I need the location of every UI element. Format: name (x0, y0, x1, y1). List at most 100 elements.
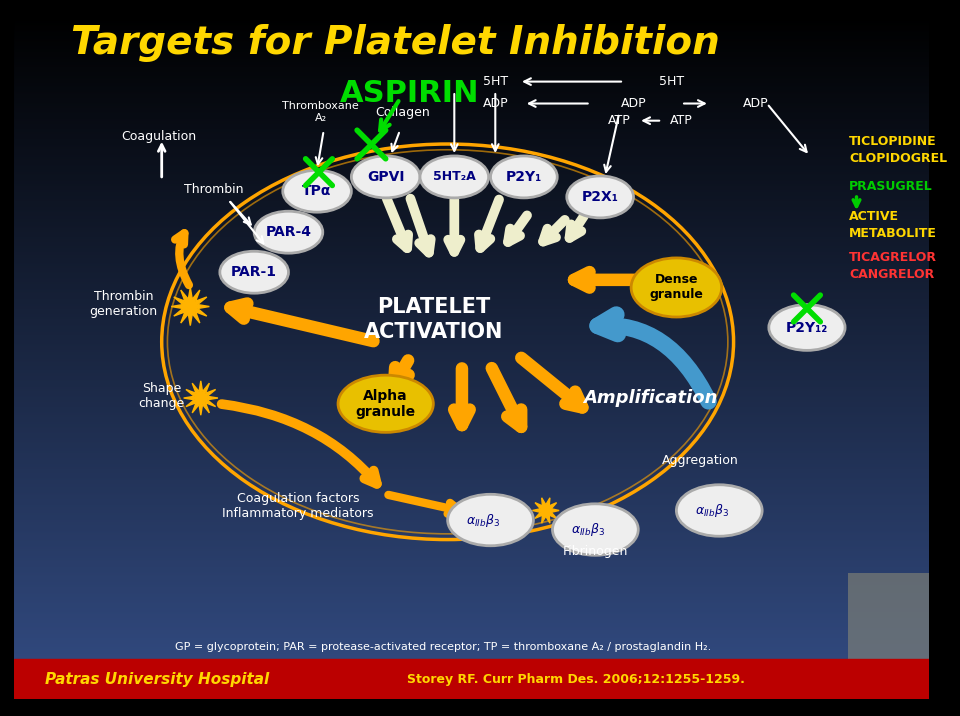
Bar (14, 289, 929, 290)
Bar (14, 585, 929, 586)
Bar (14, 111, 929, 112)
Bar (14, 274, 929, 275)
Bar (14, 100, 929, 101)
Bar (14, 200, 929, 202)
Bar (14, 573, 929, 574)
Bar (14, 568, 929, 569)
Bar (14, 241, 929, 242)
Bar (14, 319, 929, 320)
Bar (14, 294, 929, 295)
Bar (14, 75, 929, 76)
Bar (14, 329, 929, 330)
Bar (14, 567, 929, 568)
Bar (14, 258, 929, 259)
Bar (14, 203, 929, 205)
Bar (14, 276, 929, 277)
Bar (14, 516, 929, 517)
Bar (14, 219, 929, 220)
Bar (14, 399, 929, 400)
Bar (14, 18, 929, 19)
Bar (14, 621, 929, 622)
Bar (14, 553, 929, 554)
Bar (14, 82, 929, 84)
Bar (14, 357, 929, 358)
Bar (14, 261, 929, 262)
Bar (14, 315, 929, 316)
Bar (14, 300, 929, 301)
Bar (14, 456, 929, 457)
Bar (14, 543, 929, 544)
Text: Amplification: Amplification (584, 389, 718, 407)
Bar (14, 548, 929, 550)
Bar (14, 268, 929, 269)
Bar (14, 583, 929, 584)
Bar (14, 686, 929, 687)
Bar (14, 312, 929, 313)
Bar (14, 420, 929, 421)
Bar (14, 490, 929, 491)
Bar (14, 425, 929, 426)
Bar (14, 155, 929, 156)
Bar (14, 545, 929, 546)
Bar (14, 674, 929, 675)
Bar (14, 301, 929, 303)
Bar (14, 193, 929, 194)
Bar (14, 299, 929, 300)
Bar (14, 393, 929, 395)
Bar (14, 19, 929, 21)
Bar (14, 143, 929, 145)
Bar (14, 480, 929, 481)
Text: P2Y₁₂: P2Y₁₂ (786, 321, 828, 334)
Bar (14, 576, 929, 577)
Bar (14, 93, 929, 94)
Bar (14, 562, 929, 563)
Ellipse shape (351, 156, 420, 198)
Bar (14, 205, 929, 206)
Bar (14, 599, 929, 600)
Bar (14, 41, 929, 42)
Bar (14, 113, 929, 114)
Bar (14, 246, 929, 248)
Bar (14, 235, 929, 236)
Bar (14, 162, 929, 163)
Bar (14, 619, 929, 620)
Ellipse shape (254, 211, 323, 253)
Bar (14, 310, 929, 311)
Bar (14, 342, 929, 343)
Bar (14, 179, 929, 180)
Bar (14, 122, 929, 124)
Bar (14, 417, 929, 418)
Bar (14, 436, 929, 437)
Bar (14, 372, 929, 373)
Bar (14, 564, 929, 565)
Bar (14, 245, 929, 246)
Bar (14, 349, 929, 350)
Bar (14, 410, 929, 412)
Bar (14, 634, 929, 635)
Bar (14, 284, 929, 285)
Bar (14, 189, 929, 190)
Bar (14, 518, 929, 519)
Text: ADP: ADP (483, 97, 508, 110)
Bar (14, 435, 929, 436)
Bar (14, 628, 929, 629)
Bar (14, 362, 929, 363)
Polygon shape (183, 381, 218, 415)
Bar (14, 151, 929, 152)
Bar (14, 177, 929, 178)
Bar (14, 683, 929, 684)
Bar (14, 45, 929, 47)
Bar (14, 496, 929, 497)
Bar (14, 467, 929, 468)
Bar (14, 344, 929, 346)
Bar (14, 649, 929, 651)
Bar (14, 47, 929, 48)
Bar (14, 386, 929, 387)
Bar (14, 128, 929, 130)
Bar (14, 405, 929, 406)
Bar (14, 604, 929, 605)
Bar (14, 520, 929, 521)
Bar (14, 211, 929, 212)
Bar (14, 392, 929, 393)
Bar (14, 198, 929, 199)
